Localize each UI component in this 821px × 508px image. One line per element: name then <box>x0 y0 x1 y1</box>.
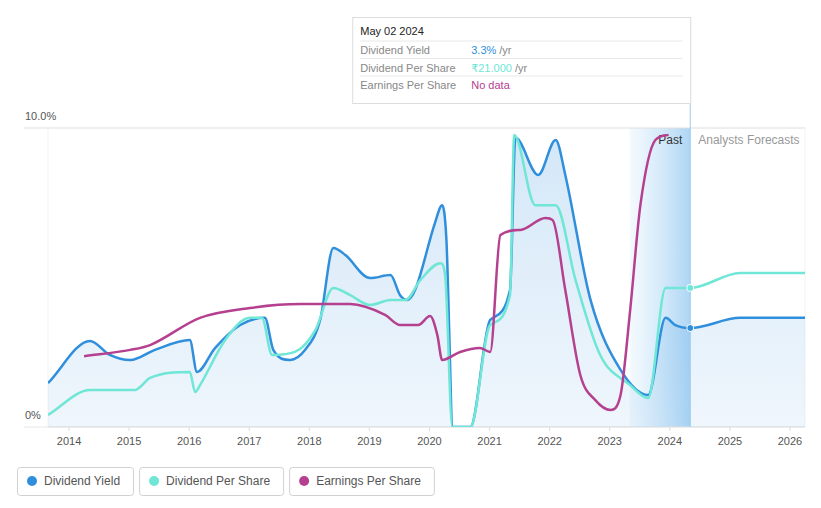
x-tick-label: 2014 <box>57 435 81 447</box>
tooltip-unit: /yr <box>515 62 528 74</box>
tooltip-label: Dividend Per Share <box>360 62 455 74</box>
legend-label: Dividend Per Share <box>166 474 270 488</box>
legend-box <box>18 468 134 496</box>
x-tick-label: 2025 <box>718 435 742 447</box>
x-tick-label: 2018 <box>297 435 321 447</box>
series-line <box>84 135 669 410</box>
x-tick <box>429 427 430 431</box>
x-tick-label: 2026 <box>778 435 802 447</box>
y-tick-label: 10.0% <box>25 110 56 122</box>
region-label: Analysts Forecasts <box>698 133 799 147</box>
tooltip-label: Dividend Yield <box>360 44 430 56</box>
x-tick-label: 2019 <box>357 435 381 447</box>
x-tick <box>669 427 670 431</box>
legend-swatch <box>27 476 37 486</box>
grid-line <box>24 128 805 129</box>
legend-item: Dividend Yield <box>18 468 134 496</box>
chart: PastAnalysts Forecasts0%10.0%20142015201… <box>0 0 821 508</box>
yield-area <box>48 138 805 427</box>
legend-box <box>140 468 284 496</box>
y-tick-label: 0% <box>25 409 41 421</box>
hover-dot <box>687 325 694 332</box>
x-tick-label: 2016 <box>177 435 201 447</box>
x-tick <box>249 427 250 431</box>
tooltip-value: No data <box>471 79 510 91</box>
x-tick-label: 2021 <box>477 435 501 447</box>
x-tick <box>609 427 610 431</box>
legend-box <box>290 468 435 496</box>
tooltip-sep <box>360 76 682 77</box>
x-tick-label: 2024 <box>658 435 682 447</box>
legend-swatch <box>299 476 309 486</box>
legend-swatch <box>149 476 159 486</box>
x-tick <box>729 427 730 431</box>
series-line <box>48 138 805 427</box>
tooltip-value: ₹21.000 <box>471 62 512 74</box>
tooltip-sep <box>360 41 682 42</box>
x-tick <box>789 427 790 431</box>
series-line <box>48 135 805 427</box>
x-tick-label: 2020 <box>417 435 441 447</box>
legend-item: Dividend Per Share <box>140 468 284 496</box>
tooltip-unit: /yr <box>499 44 512 56</box>
tooltip-value: 3.3% <box>471 44 496 56</box>
x-tick <box>369 427 370 431</box>
x-tick <box>129 427 130 431</box>
x-tick-label: 2017 <box>237 435 261 447</box>
y-grid <box>24 128 805 427</box>
legend-label: Earnings Per Share <box>316 474 421 488</box>
x-tick <box>69 427 70 431</box>
x-tick <box>489 427 490 431</box>
tooltip-title: May 02 2024 <box>360 25 424 37</box>
x-tick <box>549 427 550 431</box>
legend-label: Dividend Yield <box>44 474 120 488</box>
legend-item: Earnings Per Share <box>290 468 435 496</box>
plot-area <box>48 135 805 427</box>
tooltip: May 02 2024Dividend Yield3.3%/yrDividend… <box>353 18 691 104</box>
tooltip-sep <box>360 58 682 59</box>
x-tick-label: 2022 <box>537 435 561 447</box>
hover-dot <box>687 284 694 291</box>
x-tick-label: 2015 <box>117 435 141 447</box>
x-tick-label: 2023 <box>597 435 621 447</box>
tooltip-box <box>353 18 691 104</box>
x-tick <box>189 427 190 431</box>
tooltip-label: Earnings Per Share <box>360 79 456 91</box>
x-tick <box>309 427 310 431</box>
